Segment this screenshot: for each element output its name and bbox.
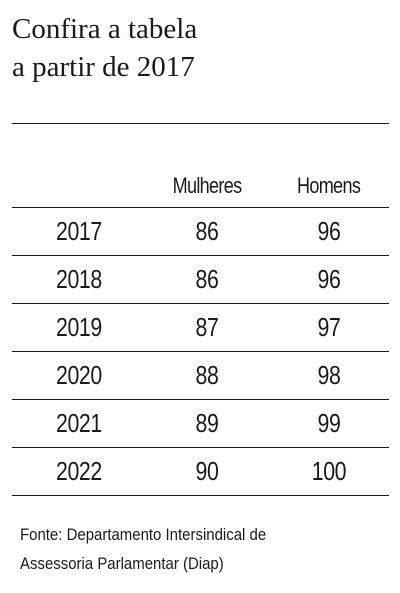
- header-year: [12, 165, 146, 208]
- source-note: Fonte: Departamento Intersindical de Ass…: [20, 520, 390, 578]
- title-line-1: Confira a tabela: [12, 13, 198, 45]
- cell-mulheres: 86: [146, 207, 268, 256]
- cell-homens: 97: [268, 303, 389, 352]
- cell-year: 2021: [12, 399, 146, 448]
- cell-year: 2020: [12, 351, 146, 400]
- cell-mulheres: 86: [146, 255, 268, 304]
- header-homens: Homens: [268, 165, 389, 208]
- cell-homens: 98: [268, 351, 389, 400]
- cell-homens: 100: [268, 447, 389, 496]
- cell-year: 2017: [12, 207, 146, 256]
- header-mulheres: Mulheres: [146, 165, 268, 208]
- page-title: Confira a tabela a partir de 2017: [12, 10, 392, 86]
- cell-mulheres: 90: [146, 447, 268, 496]
- source-line-2: Assessoria Parlamentar (Diap): [20, 554, 224, 573]
- table-row: 2017 86 96: [12, 207, 389, 256]
- table-row: 2019 87 97: [12, 303, 389, 352]
- table-row: 2022 90 100: [12, 447, 389, 496]
- table-row: 2021 89 99: [12, 399, 389, 448]
- cell-homens: 96: [268, 255, 389, 304]
- cell-homens: 96: [268, 207, 389, 256]
- cell-homens: 99: [268, 399, 389, 448]
- table-row: 2018 86 96: [12, 255, 389, 304]
- cell-year: 2019: [12, 303, 146, 352]
- title-divider: [12, 123, 389, 124]
- cell-mulheres: 87: [146, 303, 268, 352]
- table-header-row: Mulheres Homens: [12, 165, 389, 208]
- source-line-1: Fonte: Departamento Intersindical de: [20, 525, 267, 544]
- title-line-2: a partir de 2017: [12, 51, 195, 83]
- cell-year: 2018: [12, 255, 146, 304]
- data-table: Mulheres Homens 2017 86 96 2018 86 96 20…: [12, 165, 389, 496]
- data-table-container: Mulheres Homens 2017 86 96 2018 86 96 20…: [12, 165, 389, 496]
- cell-mulheres: 89: [146, 399, 268, 448]
- cell-mulheres: 88: [146, 351, 268, 400]
- table-row: 2020 88 98: [12, 351, 389, 400]
- cell-year: 2022: [12, 447, 146, 496]
